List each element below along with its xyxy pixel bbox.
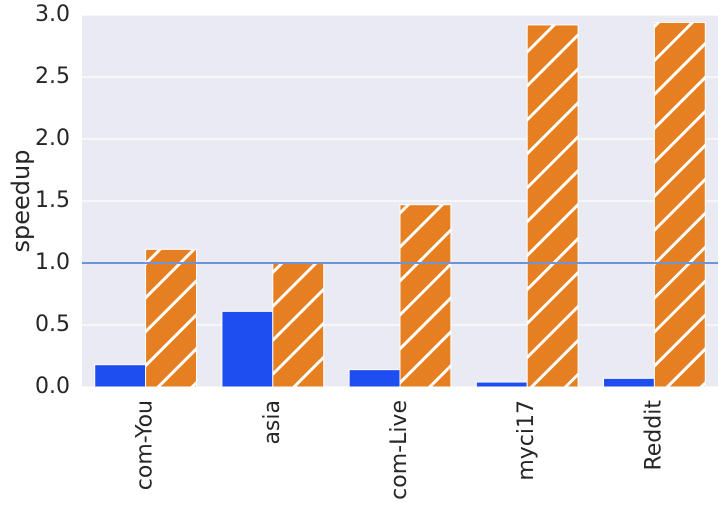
bar-hatch bbox=[527, 24, 579, 387]
x-tick-label: myci17 bbox=[514, 400, 539, 481]
y-tick-label: 3.0 bbox=[35, 2, 70, 27]
y-tick-label: 1.5 bbox=[35, 188, 70, 213]
bar-hatch bbox=[272, 263, 324, 387]
x-tick-label: asia bbox=[260, 400, 285, 445]
y-tick-label: 2.5 bbox=[35, 64, 70, 89]
x-tick-label: com-You bbox=[133, 400, 158, 490]
y-tick-label: 1.0 bbox=[35, 250, 70, 275]
x-tick-label: Reddit bbox=[641, 400, 666, 471]
bar bbox=[94, 364, 147, 388]
y-axis-label: speedup bbox=[7, 150, 35, 253]
bar bbox=[348, 369, 401, 388]
bar-hatch bbox=[654, 22, 706, 387]
x-tick-label: com-Live bbox=[387, 400, 412, 500]
bar bbox=[603, 377, 655, 388]
bar bbox=[221, 310, 274, 388]
bar-hatch bbox=[400, 204, 451, 387]
y-tick-label: 0.0 bbox=[35, 374, 70, 399]
bar bbox=[475, 381, 528, 388]
bar-hatch bbox=[145, 249, 197, 387]
y-tick-label: 0.5 bbox=[35, 312, 70, 337]
y-tick-label: 2.0 bbox=[35, 126, 70, 151]
